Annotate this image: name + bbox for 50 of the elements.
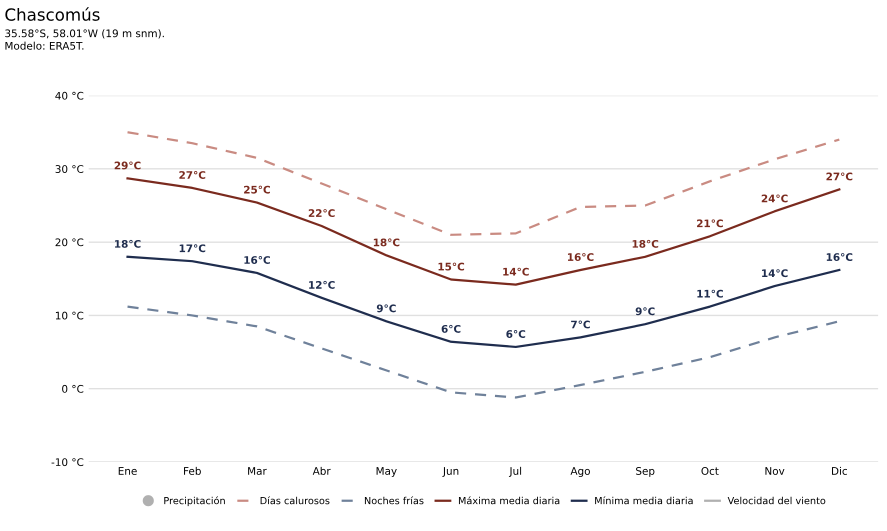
y-tick-label: -10 °C: [52, 458, 84, 466]
data-label: 18°C: [374, 238, 400, 246]
data-label: 15°C: [438, 262, 464, 271]
data-label: 14°C: [503, 268, 529, 276]
legend-label: Días calurosos: [260, 496, 330, 504]
data-label: 9°C: [636, 307, 655, 316]
data-label: 9°C: [376, 304, 396, 312]
x-tick-label: Oct: [701, 467, 719, 475]
x-tick-label: Jun: [442, 467, 458, 477]
x-tick-label: Abr: [312, 466, 331, 475]
x-tick-label: Feb: [184, 466, 201, 475]
data-label: 6°C: [442, 324, 460, 333]
data-label: 16°C: [568, 253, 594, 262]
legend-label: Velocidad del viento: [728, 496, 826, 504]
data-label: 25°C: [244, 186, 270, 194]
legend-label: Noches frías: [364, 496, 424, 504]
y-tick-label: 20 °C: [56, 238, 84, 246]
data-label: 27°C: [179, 170, 206, 179]
data-label: 24°C: [762, 194, 788, 202]
data-label: 27°C: [826, 172, 852, 180]
legend-label: Mínima media diaria: [595, 496, 693, 504]
x-tick-label: Sep: [636, 467, 654, 477]
data-label: 6°C: [506, 330, 526, 338]
data-label: 16°C: [244, 256, 270, 264]
data-label: 14°C: [762, 269, 788, 278]
y-tick-label: 30 °C: [56, 165, 84, 173]
x-tick-label: May: [376, 467, 397, 477]
data-label: 12°C: [309, 280, 335, 289]
chart-subtitle: 35.58°S, 58.01°W (19 m snm). Modelo: ERA5T.: [5, 29, 164, 50]
data-label: 29°C: [114, 161, 141, 170]
data-label: 22°C: [308, 209, 335, 218]
y-tick-label: 0 °C: [62, 384, 84, 393]
x-tick-label: Dic: [832, 466, 847, 475]
data-label: 21°C: [697, 219, 723, 228]
data-label: 18°C: [632, 240, 658, 248]
data-label: 17°C: [180, 244, 206, 252]
x-tick-label: Ene: [118, 467, 137, 475]
data-label: 16°C: [826, 253, 852, 262]
data-label: 11°C: [697, 290, 723, 298]
chart-title: Chascomús: [5, 7, 100, 21]
y-tick-label: 10 °C: [56, 312, 84, 320]
x-tick-label: Jul: [508, 466, 522, 477]
legend-label: Precipitación: [164, 496, 225, 506]
x-tick-label: Nov: [765, 467, 784, 475]
data-label: 7°C: [571, 320, 590, 328]
legend-label: Máxima media diaria: [458, 496, 560, 504]
x-tick-label: Ago: [570, 467, 590, 477]
y-tick-label: 40 °C: [55, 92, 84, 100]
x-tick-label: Mar: [248, 467, 267, 475]
data-label: 18°C: [115, 240, 141, 248]
